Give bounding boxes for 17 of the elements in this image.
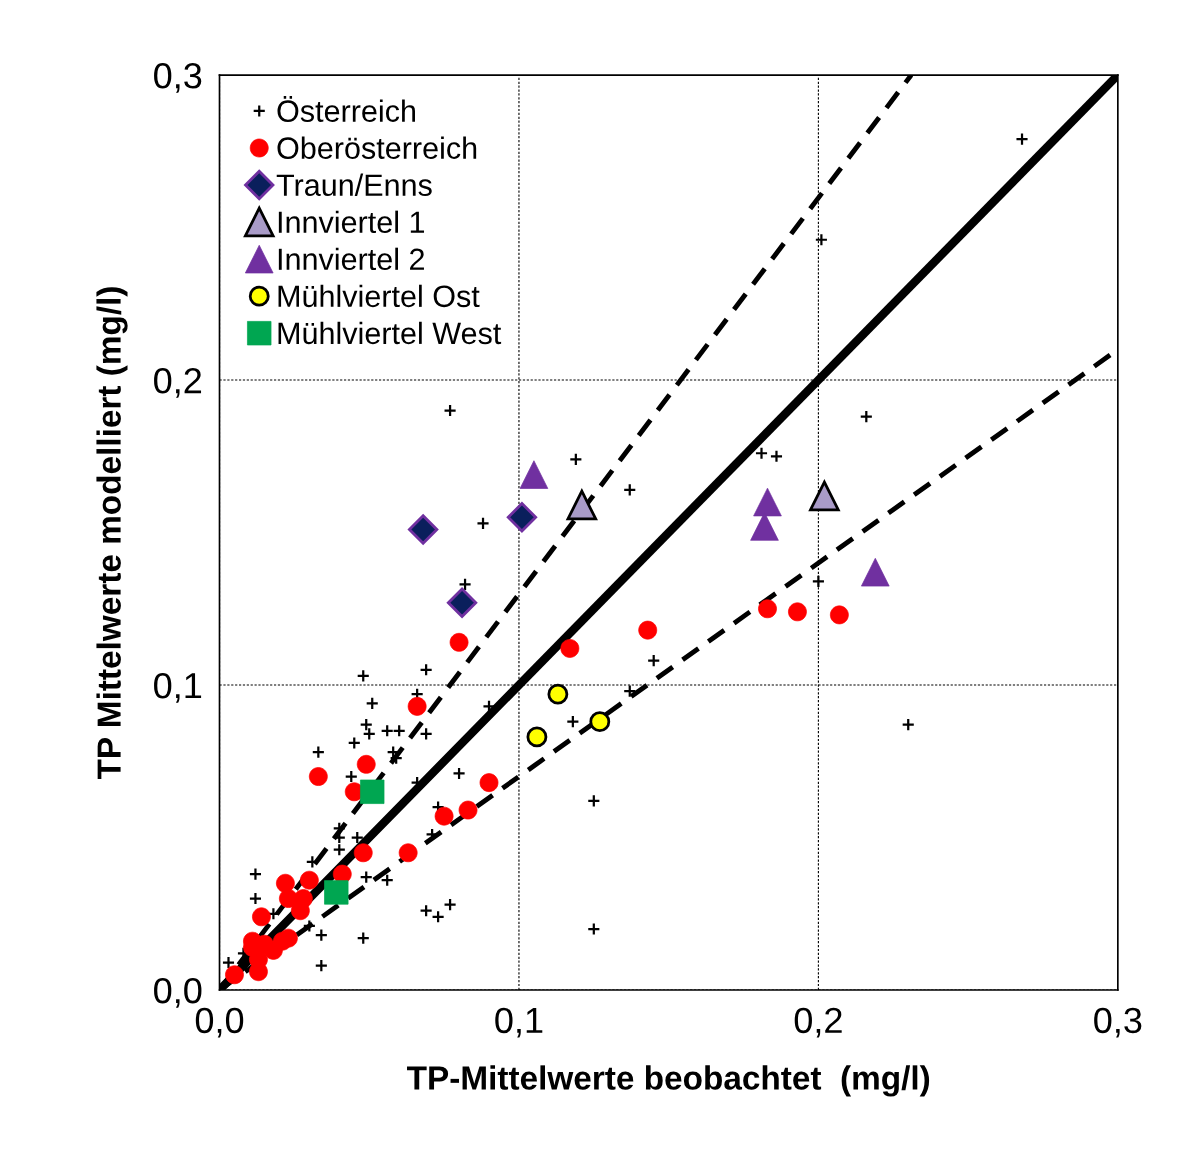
- legend-label: Österreich: [277, 96, 415, 122]
- x-tick-label: 0,0: [195, 1007, 244, 1038]
- legend-label: Innviertel 1: [278, 210, 425, 234]
- y-tick-label: 0,0: [154, 977, 202, 1008]
- legend-label: Traun/Enns: [276, 173, 432, 197]
- x-tick-label: 0,3: [1094, 1007, 1142, 1038]
- legend-label: Oberösterreich: [277, 136, 477, 159]
- legend-label: Mühlviertel West: [278, 321, 502, 345]
- x-tick-label: 0,2: [794, 1007, 842, 1038]
- x-axis-title: TP-Mittelwerte beobachtet (mg/l): [407, 1065, 930, 1097]
- y-tick-label: 0,3: [154, 62, 202, 93]
- x-tick-label: 0,1: [495, 1007, 543, 1038]
- y-tick-label: 0,2: [154, 367, 202, 398]
- y-axis-title: TP Mittelwerte modelliert (mg/l): [96, 287, 128, 780]
- y-tick-label: 0,1: [154, 672, 202, 703]
- legend-label: Innviertel 2: [278, 247, 424, 271]
- legend-label: Mühlviertel Ost: [278, 284, 480, 308]
